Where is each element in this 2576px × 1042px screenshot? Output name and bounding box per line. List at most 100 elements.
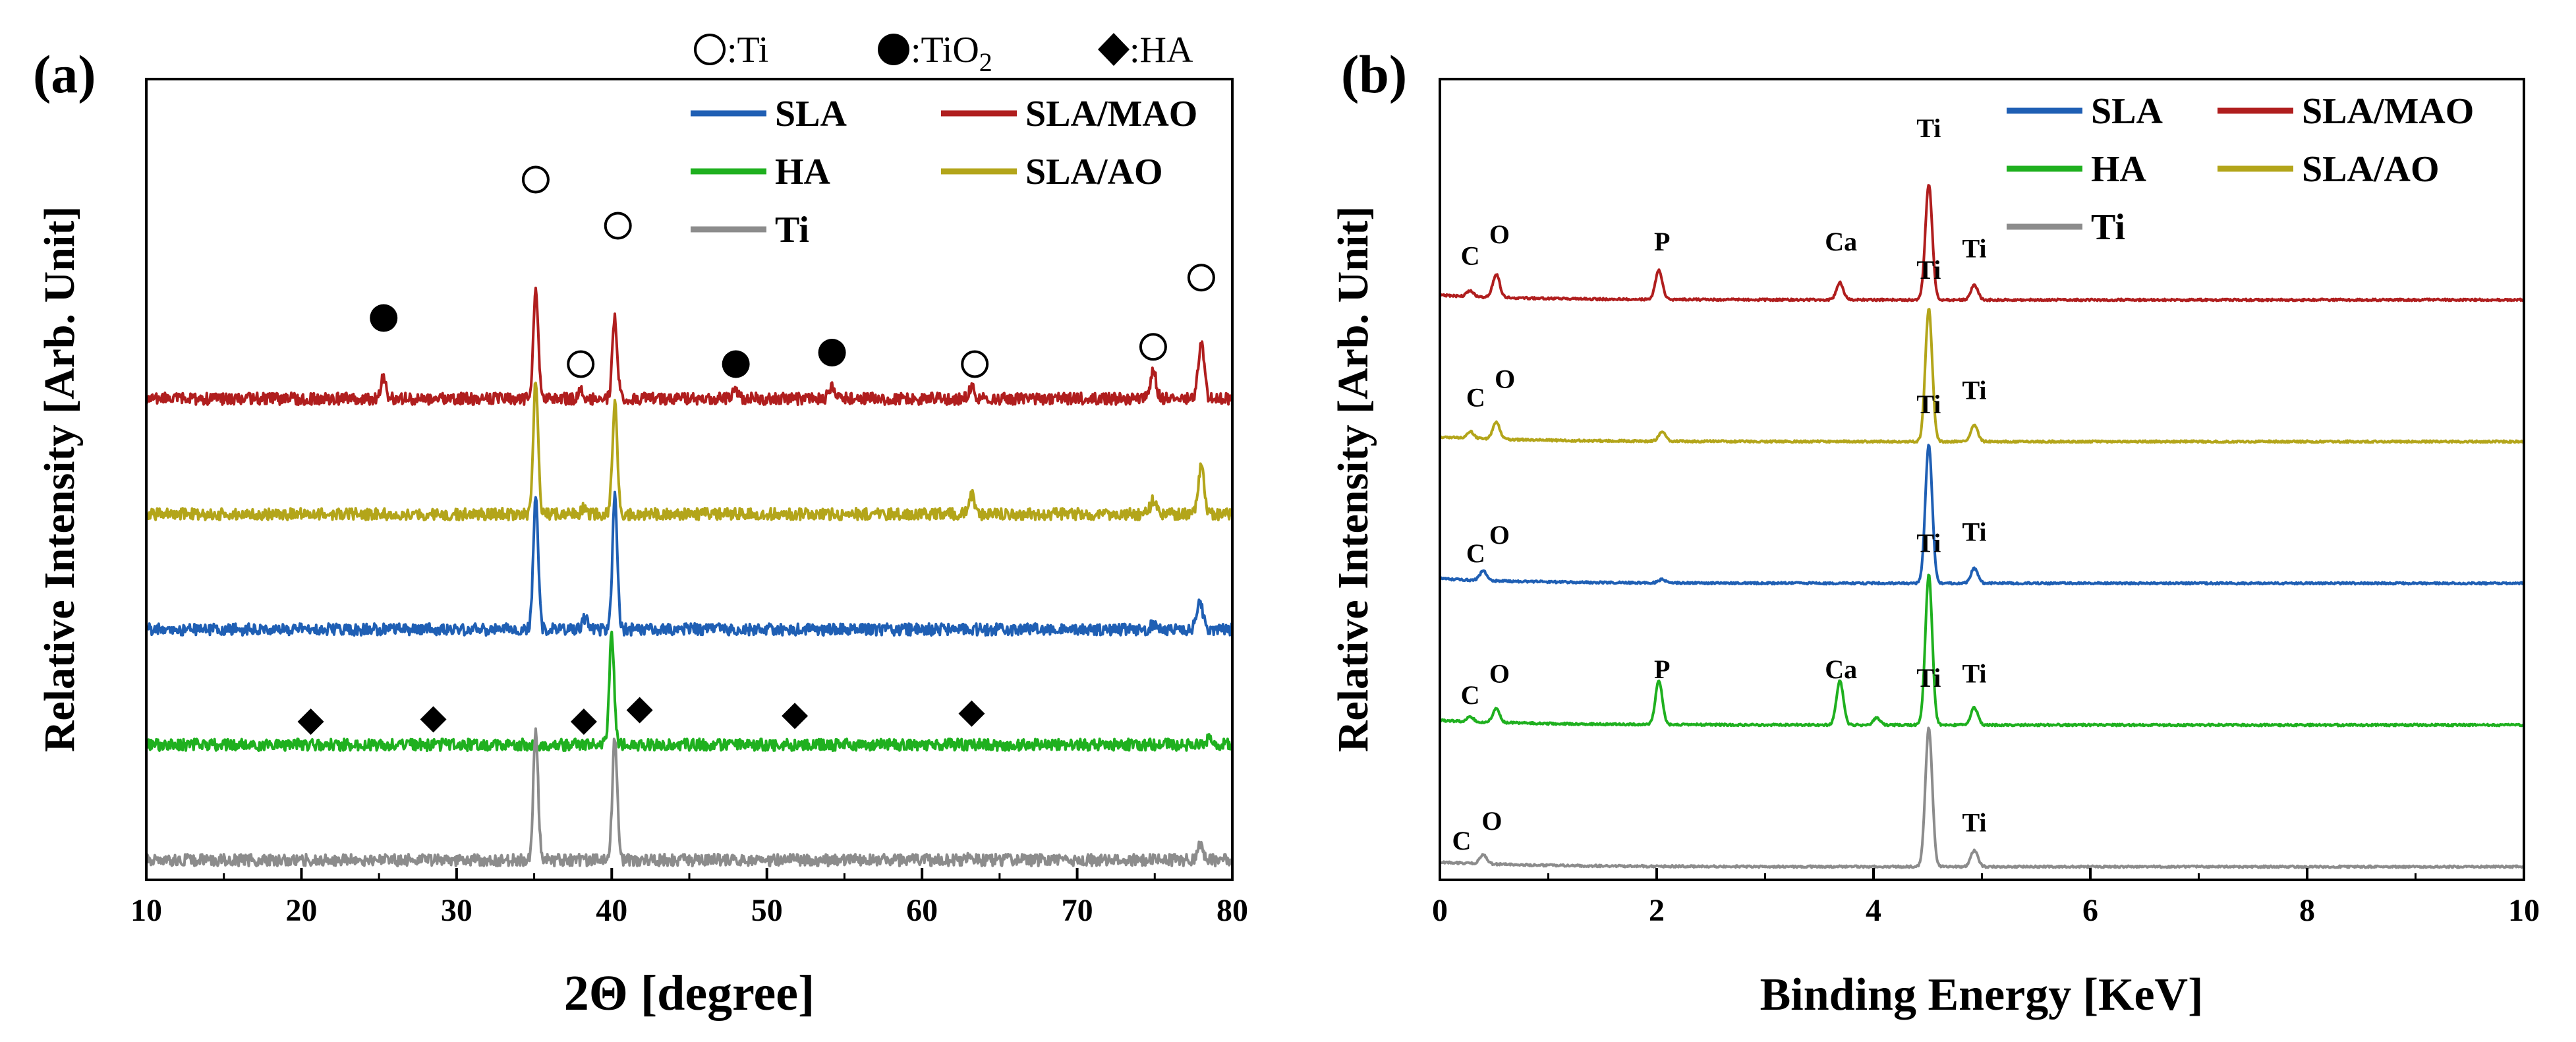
element-label: P [1654,227,1670,256]
element-label: O [1489,219,1510,249]
panel-b-series-legend: SLA SLA/MAO HA SLA/AO Ti [2007,91,2474,248]
legend-tio2-label: :TiO2 [911,30,992,77]
tio2-marker-filled-circle-icon [370,304,398,332]
element-label: C [1452,826,1471,855]
legend-open-circle-icon [694,34,726,65]
legend-label-sla-mao: SLA/MAO [1025,94,1197,134]
legend-label-ti: Ti [2091,207,2125,248]
x-tick-label: 30 [441,893,472,928]
panel-b-series-lines [1439,184,2525,869]
ha-marker-diamond-icon [626,697,653,724]
element-label: O [1495,364,1515,393]
series-line-ha [1439,573,2525,728]
panel-a-plot-frame [145,78,1234,881]
x-tick-label: 20 [285,893,317,928]
series-line-sla-mao [1439,184,2525,303]
legend-label-ha: HA [2091,149,2147,190]
panel-b-x-axis-title: Binding Energy [KeV] [1760,970,2204,1020]
x-tick-label: 40 [596,893,627,928]
ha-marker-diamond-icon [958,700,985,727]
panel-a-x-axis-title: 2Θ [degree] [564,966,815,1021]
element-label: Ti [1962,517,1986,547]
ha-marker-diamond-icon [297,709,324,735]
legend-label-ha: HA [775,152,831,192]
panel-b-label: (b) [1341,44,1407,104]
ti-marker-open-circle-icon [521,165,550,194]
tio2-marker-filled-circle-icon [818,339,846,366]
element-label: Ti [1916,113,1941,143]
legend-diamond-icon [1098,33,1130,66]
panel-b-x-axis-ticks: 0 2 4 6 8 10 [1432,868,2540,928]
series-line-ha [145,630,1234,752]
legend-label-sla-ao: SLA/AO [2302,149,2440,190]
panel-b-y-axis-title: Relative Intensity [Arb. Unit] [1329,206,1377,753]
series-line-sla-mao [145,286,1234,406]
x-tick-label: 8 [2299,893,2315,928]
ti-marker-open-circle-icon [1187,264,1215,292]
legend-label-sla: SLA [2091,91,2163,132]
element-label: Ti [1916,255,1941,285]
series-line-sla-ao [1439,308,2525,444]
element-label: Ca [1825,227,1857,256]
x-tick-label: 0 [1432,893,1448,928]
series-line-sla-ao [145,382,1234,521]
element-label: P [1654,654,1670,684]
panel-a-x-axis-ticks: 10 20 30 40 50 60 70 80 [130,868,1248,928]
x-tick-label: 2 [1649,893,1665,928]
legend-label-sla-ao: SLA/AO [1025,152,1163,192]
x-tick-label: 70 [1062,893,1093,928]
element-label: Ti [1962,376,1986,405]
panel-a-peak-markers [297,165,1215,735]
element-label: Ti [1916,529,1941,558]
series-line-sla [1439,444,2525,586]
legend-label-sla: SLA [775,94,847,134]
ha-marker-diamond-icon [420,706,447,733]
ha-marker-diamond-icon [570,709,597,735]
element-label: C [1461,241,1480,270]
legend-tio2-text: :TiO [911,30,979,71]
element-label: Ti [1962,807,1986,837]
x-tick-label: 50 [751,893,783,928]
element-label: Ti [1916,663,1941,693]
ti-marker-open-circle-icon [961,350,989,378]
element-label: C [1466,538,1485,568]
element-label: Ti [1962,659,1986,689]
panel-a-label: (a) [33,44,96,104]
element-label: Ti [1962,234,1986,264]
ti-marker-open-circle-icon [567,350,595,378]
series-line-ti [145,727,1234,867]
element-label: C [1466,382,1485,412]
legend-ti-label: :Ti [727,30,768,71]
element-label: C [1461,680,1480,710]
element-label: Ti [1916,390,1941,419]
element-label: O [1481,806,1502,836]
x-tick-label: 10 [130,893,162,928]
ha-marker-diamond-icon [782,703,809,730]
element-label: O [1489,659,1510,689]
panel-b-plot-frame [1439,78,2525,881]
x-tick-label: 4 [1866,893,1881,928]
element-label: O [1489,520,1510,550]
panel-a-xrd-chart: (a) 10 20 30 40 50 60 70 80 2Θ [degree] Relativ… [33,30,1248,1021]
panel-a-series-lines [145,286,1234,867]
panel-a-y-axis-title: Relative Intensity [Arb. Unit] [36,206,84,753]
legend-filled-circle-icon [878,34,909,65]
x-tick-label: 6 [2082,893,2098,928]
series-line-sla [145,490,1234,637]
ti-marker-open-circle-icon [1139,333,1167,361]
panel-a-series-legend: SLA SLA/MAO HA SLA/AO Ti [691,94,1197,250]
x-tick-label: 10 [2508,893,2540,928]
ti-marker-open-circle-icon [604,212,632,240]
legend-tio2-subscript: 2 [979,47,992,77]
panel-a-symbol-legend: :Ti :TiO2 :HA [694,30,1193,77]
legend-label-ti: Ti [775,210,809,250]
x-tick-label: 80 [1216,893,1248,928]
legend-ha-label: :HA [1130,30,1193,71]
x-tick-label: 60 [906,893,938,928]
series-line-ti [1439,726,2525,869]
element-label: Ca [1825,654,1857,684]
tio2-marker-filled-circle-icon [722,350,750,378]
